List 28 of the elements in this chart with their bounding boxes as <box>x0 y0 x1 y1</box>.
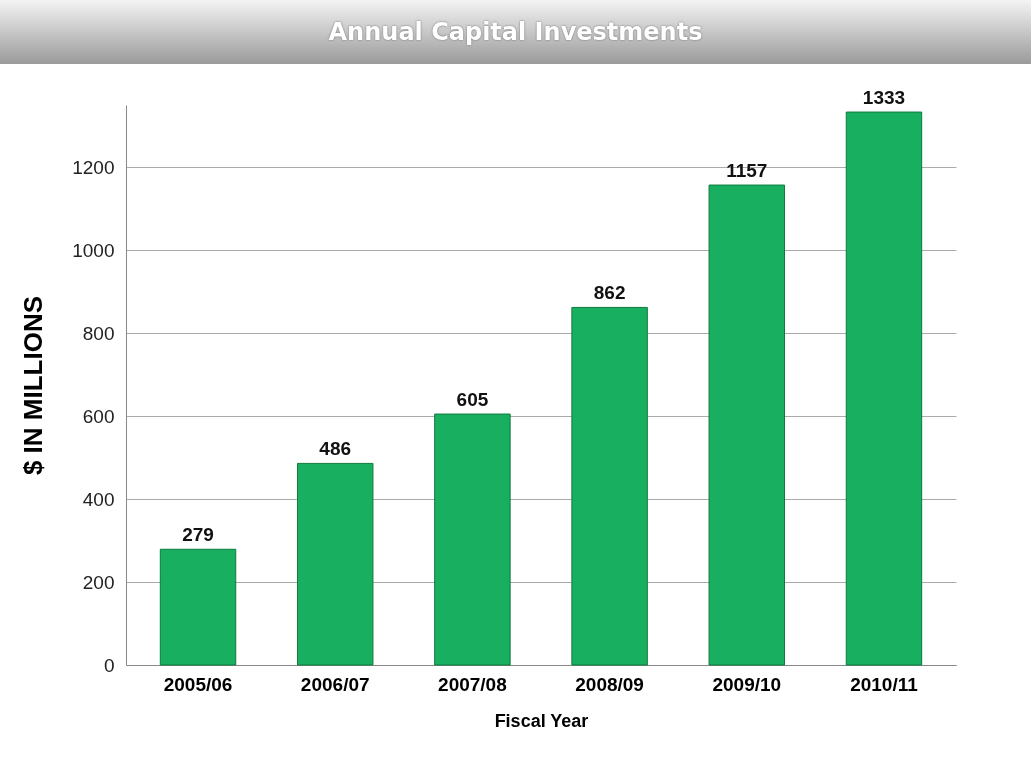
data-label: 862 <box>593 282 626 304</box>
bar <box>434 413 511 666</box>
y-tick-label: 400 <box>82 488 115 510</box>
x-axis-title: Fiscal Year <box>494 710 589 731</box>
data-label: 605 <box>456 389 489 411</box>
y-tick-label: 600 <box>82 405 115 427</box>
y-axis-title: $ IN MILLIONS <box>18 295 49 476</box>
x-tick-label: 2006/07 <box>300 673 370 695</box>
x-tick-label: 2005/06 <box>163 673 233 695</box>
bar <box>571 306 648 666</box>
bar <box>296 462 374 666</box>
y-tick-label: 200 <box>82 571 115 593</box>
data-label: 1333 <box>862 87 906 109</box>
x-tick-label: 2007/08 <box>438 673 507 695</box>
y-tick-label: 1200 <box>72 156 115 178</box>
y-tick-label: 0 <box>103 654 115 676</box>
bar <box>159 548 237 666</box>
x-tick-label: 2008/09 <box>575 673 644 695</box>
data-label: 279 <box>182 524 214 546</box>
x-tick-label: 2010/11 <box>850 673 919 695</box>
data-label: 486 <box>319 438 352 460</box>
y-tick-label: 800 <box>82 322 115 344</box>
bar <box>845 111 923 666</box>
x-tick-label: 2009/10 <box>712 673 782 695</box>
chart-title: Annual Capital Investments <box>0 0 1031 64</box>
bar <box>708 184 786 666</box>
y-tick-label: 1000 <box>72 239 115 261</box>
data-label: 1157 <box>726 160 768 182</box>
